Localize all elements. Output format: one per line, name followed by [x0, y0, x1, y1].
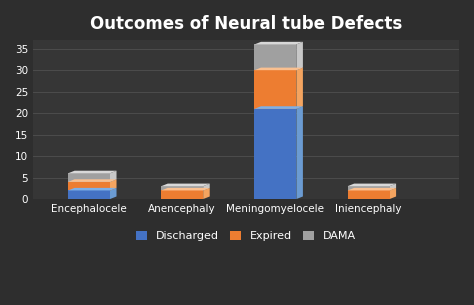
Bar [255, 109, 296, 199]
Polygon shape [347, 184, 396, 186]
Polygon shape [161, 184, 210, 186]
Bar [347, 186, 390, 190]
Polygon shape [110, 171, 117, 182]
Polygon shape [347, 188, 396, 190]
Polygon shape [255, 42, 303, 45]
Bar [68, 173, 110, 182]
Polygon shape [68, 188, 117, 190]
Polygon shape [390, 188, 396, 199]
Polygon shape [255, 106, 303, 109]
Polygon shape [68, 179, 117, 182]
Bar [255, 45, 296, 70]
Polygon shape [161, 188, 210, 190]
Polygon shape [110, 188, 117, 199]
Polygon shape [255, 68, 303, 70]
Polygon shape [68, 171, 117, 173]
Polygon shape [390, 184, 396, 190]
Polygon shape [203, 184, 210, 190]
Bar [68, 182, 110, 190]
Polygon shape [110, 179, 117, 190]
Polygon shape [296, 106, 303, 199]
Bar [161, 190, 203, 199]
Bar [255, 70, 296, 109]
Bar [68, 190, 110, 199]
Polygon shape [296, 68, 303, 109]
Legend: Discharged, Expired, DAMA: Discharged, Expired, DAMA [133, 227, 360, 244]
Bar [161, 186, 203, 190]
Polygon shape [296, 42, 303, 70]
Bar [347, 190, 390, 199]
Title: Outcomes of Neural tube Defects: Outcomes of Neural tube Defects [90, 15, 402, 33]
Polygon shape [203, 188, 210, 199]
